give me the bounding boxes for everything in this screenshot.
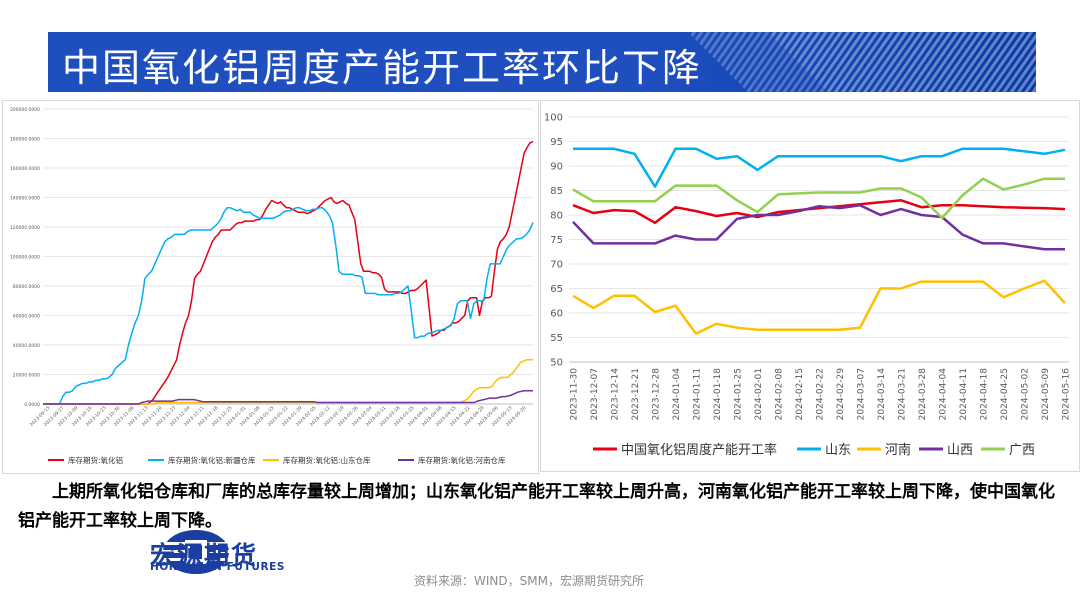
y-tick-label: 65 <box>550 284 563 295</box>
x-tick-label: 2023-12-21 <box>631 368 641 420</box>
x-tick-label: 2024-03-28 <box>918 368 928 421</box>
x-tick-label: 2024-04-04 <box>939 368 949 421</box>
y-tick-label: 80000.0000 <box>13 284 40 290</box>
y-tick-label: 50 <box>550 358 563 369</box>
x-tick-label: 2023-11-30 <box>570 368 580 421</box>
logo-cn-text: 宏源期货 <box>150 541 259 570</box>
inventory-line-chart: 0.0000 20000.0000 40000.0000 60000.0000 8000… <box>10 107 534 465</box>
legend-label: 河南 <box>885 442 911 458</box>
x-tick-label: 2024-01-18 <box>713 368 723 421</box>
page-title: 中国氧化铝周度产能开工率环比下降 <box>62 46 703 90</box>
legend-label: 山西 <box>947 443 973 458</box>
logo-en-text: HONGYUAN FUTURES <box>150 561 286 573</box>
y-tick-label: 60 <box>550 309 563 320</box>
series-line-0 <box>572 199 1066 225</box>
source-note: 资料来源：WIND，SMM，宏源期货研究所 <box>414 574 644 588</box>
y-tick-label: 95 <box>550 137 563 148</box>
x-tick-label: 2024-01-04 <box>672 368 682 421</box>
x-tick-label: 2024-02-29 <box>836 368 846 421</box>
legend-label: 中国氧化铝周度产能开工率 <box>621 442 777 458</box>
series-line-1 <box>573 147 1066 188</box>
x-tick-label: 2024-03-14 <box>877 368 887 421</box>
series-line-2 <box>43 359 533 405</box>
legend-label: 库存期货:氧化铝:山东仓库 <box>283 455 371 465</box>
legend-label: 山东 <box>825 443 851 458</box>
y-tick-label: 140000.0000 <box>10 196 40 202</box>
x-tick-label: 2024-02-01 <box>754 368 764 420</box>
x-tick-label: 2023-12-28 <box>652 368 662 421</box>
legend-label: 广西 <box>1009 443 1035 458</box>
y-tick-label: 70 <box>550 260 563 271</box>
x-tick-label: 2024-05-09 <box>1041 368 1051 421</box>
x-tick-label: 2024-02-15 <box>795 368 805 420</box>
series-line-3 <box>43 389 533 405</box>
company-logo-icon <box>161 530 231 574</box>
utilization-chart-panel: 50 55 60 65 70 75 80 85 90 95 100 2023-11-30 2023-12… <box>540 100 1080 472</box>
y-tick-label: 85 <box>550 186 563 197</box>
x-tick-label: 2024-04-11 <box>959 368 969 420</box>
x-tick-label: 2024-01-25 <box>734 368 744 420</box>
series-line-2 <box>572 279 1066 335</box>
y-tick-label: 180000.0000 <box>10 137 40 143</box>
y-tick-label: 200000.0000 <box>10 107 40 113</box>
x-tick-label: 2024-05-02 <box>1021 368 1031 420</box>
summary-text: 上期所氧化铝仓库和厂库的总库存量较上周增加；山东氧化铝产能开工率较上周升高，河南… <box>18 482 1055 531</box>
x-tick-label: 2024-03-07 <box>857 368 867 420</box>
series-line-0 <box>43 140 534 405</box>
series-line-1 <box>43 207 534 405</box>
y-tick-label: 0.0000 <box>24 402 40 408</box>
legend-label: 库存期货:氧化铝:新疆仓库 <box>168 455 256 465</box>
y-tick-label: 80 <box>550 211 563 222</box>
y-tick-label: 20000.0000 <box>13 373 40 379</box>
x-tick-label: 2024-05-16 <box>1062 368 1072 421</box>
x-tick-label: 2024-03-21 <box>898 368 908 420</box>
x-tick-label: 2024-04-25 <box>1000 368 1010 420</box>
series-line-4 <box>572 177 1065 220</box>
y-tick-label: 100 <box>544 113 563 124</box>
y-tick-label: 60000.0000 <box>13 314 40 320</box>
y-tick-label: 55 <box>550 333 563 344</box>
y-tick-label: 100000.0000 <box>10 255 40 261</box>
y-tick-label: 160000.0000 <box>10 166 40 172</box>
x-tick-label: 2024-02-08 <box>775 368 785 421</box>
x-tick-label: 2023-12-14 <box>611 368 621 421</box>
legend-label: 库存期货:氧化铝:河南仓库 <box>418 455 506 465</box>
x-tick-label: 2023-12-07 <box>590 368 600 420</box>
legend-label: 库存期货:氧化铝 <box>68 455 123 465</box>
y-tick-label: 90 <box>550 162 563 173</box>
inventory-chart-panel: 0.0000 20000.0000 40000.0000 60000.0000 8000… <box>2 100 539 474</box>
y-tick-label: 75 <box>550 235 563 246</box>
x-tick-label: 2024-04-18 <box>980 368 990 421</box>
x-tick-label: 2024-01-11 <box>693 368 703 420</box>
x-tick-label: 2024-02-22 <box>816 368 826 420</box>
utilization-line-chart: 50 55 60 65 70 75 80 85 90 95 100 2023-11-30 2023-12… <box>544 113 1072 459</box>
title-banner <box>48 32 1036 92</box>
y-tick-label: 120000.0000 <box>10 225 40 231</box>
y-tick-label: 40000.0000 <box>13 343 40 349</box>
series-line-3 <box>572 203 1065 251</box>
